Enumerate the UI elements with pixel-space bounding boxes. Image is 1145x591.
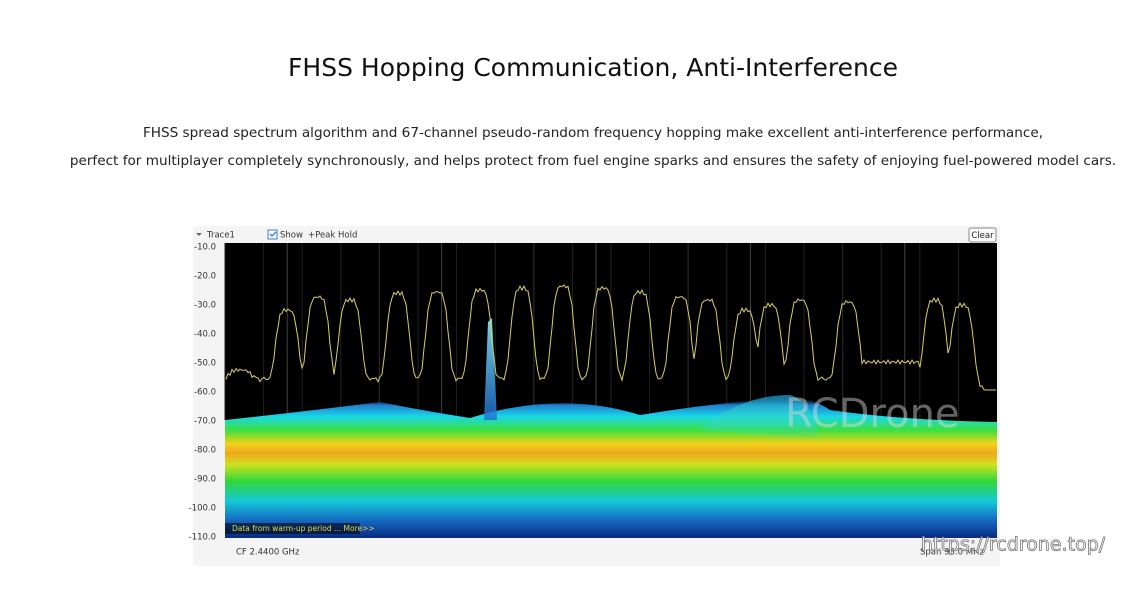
y-label: -80.0 <box>194 446 216 456</box>
y-label: -20.0 <box>194 272 216 282</box>
y-label: -70.0 <box>194 417 216 427</box>
spike <box>484 318 497 420</box>
notice: Data from warm-up period ... More>> <box>232 524 375 533</box>
trace-label: Trace1 <box>206 231 235 241</box>
waterfall-hump <box>700 395 820 440</box>
y-label: -30.0 <box>194 301 216 311</box>
description-line: perfect for multiplayer completely synch… <box>70 153 1116 169</box>
spectrum-image: Trace1 Show +Peak Hold Clear Data from w… <box>189 226 1000 566</box>
show-label: Show <box>280 231 303 241</box>
span: Span 98.0 MHz <box>920 548 984 558</box>
clear-label: Clear <box>971 231 994 241</box>
title: FHSS Hopping Communication, Anti-Interfe… <box>288 53 898 82</box>
y-axis: -10.0 -20.0 -30.0 -40.0 -50.0 -60.0 -70.0 -80.0… <box>189 243 216 543</box>
y-label: -60.0 <box>194 388 216 398</box>
peak-hold-label: +Peak Hold <box>308 231 357 241</box>
notice-bg <box>225 523 360 534</box>
check <box>269 231 277 237</box>
clear-button[interactable] <box>968 227 997 243</box>
y-label: -40.0 <box>194 330 216 340</box>
y-label: -110.0 <box>189 533 216 543</box>
y-label: -90.0 <box>194 475 216 485</box>
y-label: -50.0 <box>194 359 216 369</box>
y-label: -10.0 <box>194 243 216 253</box>
checkbox[interactable] <box>267 229 278 240</box>
grid <box>224 243 959 420</box>
arrow <box>196 233 202 236</box>
center-frequency: CF 2.4400 GHz <box>236 548 300 558</box>
url-watermark: https://rcdrone.top/ <box>921 534 1106 556</box>
watermark: RCDrone <box>785 391 960 437</box>
description-line: FHSS spread spectrum algorithm and 67-ch… <box>143 125 1043 141</box>
peak-trace <box>225 284 996 391</box>
y-label: -100.0 <box>189 504 216 514</box>
